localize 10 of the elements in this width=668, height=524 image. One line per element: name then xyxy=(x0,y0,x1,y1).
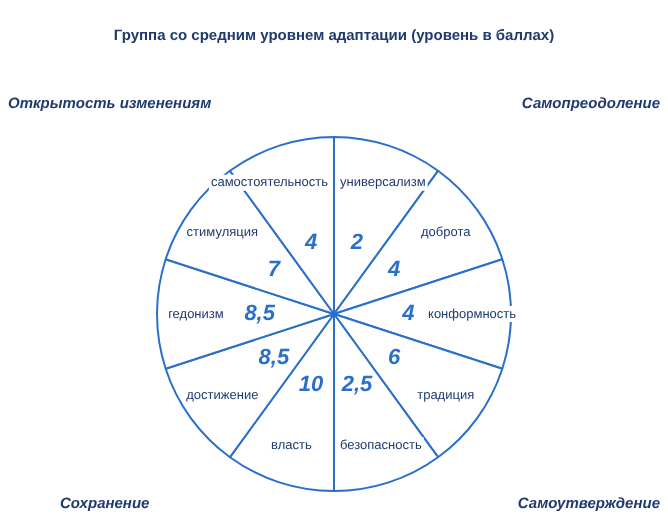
data-label: 4 xyxy=(302,231,318,256)
data-label: 7 xyxy=(267,258,282,283)
data-label: 4 xyxy=(400,302,415,327)
data-label: 10 xyxy=(298,372,326,397)
data-label: 2 xyxy=(348,231,364,256)
data-label: 6 xyxy=(388,345,403,370)
data-label: 8,5 xyxy=(244,302,277,327)
data-label: 4 xyxy=(386,258,401,283)
data-label: 8,5 xyxy=(258,345,291,370)
data-label: 2,5 xyxy=(339,372,375,397)
